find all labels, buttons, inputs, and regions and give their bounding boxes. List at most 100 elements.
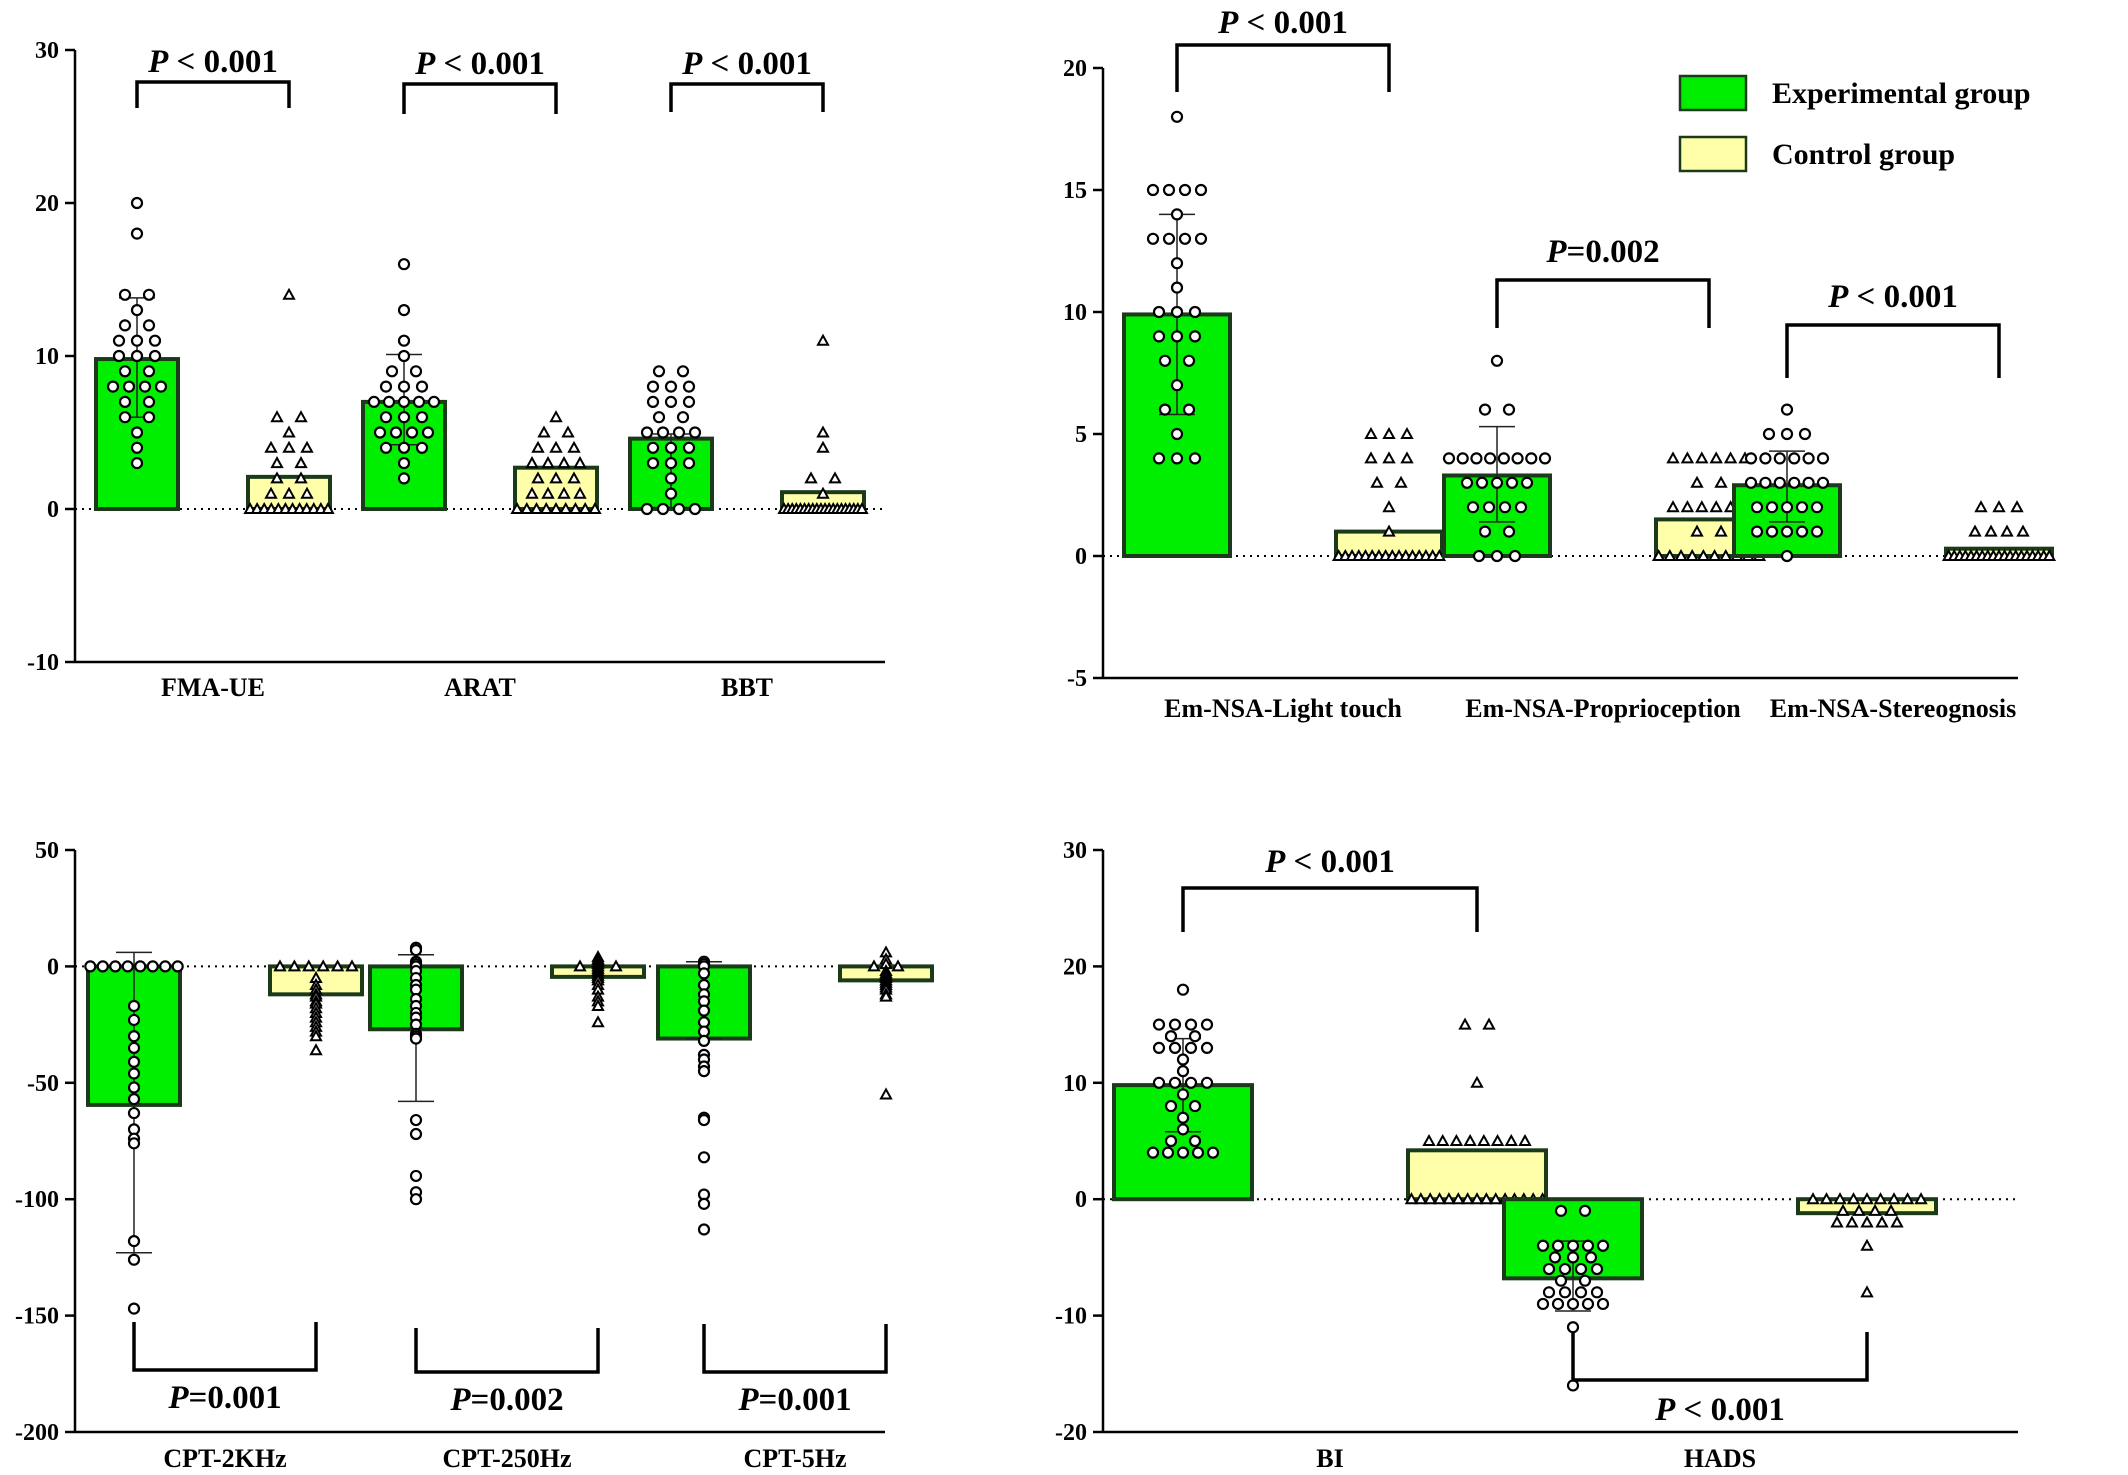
y-tick-label: 5 (1075, 422, 1087, 448)
data-point-experimental (1178, 183, 1192, 197)
data-point-experimental (130, 334, 144, 347)
data-point-experimental (1542, 1286, 1556, 1299)
data-point-experimental (138, 380, 152, 393)
data-point-control (309, 1029, 323, 1042)
data-point-control (1477, 1133, 1491, 1146)
data-point-experimental (405, 426, 419, 439)
data-point-experimental (652, 411, 666, 424)
data-point-experimental (373, 426, 387, 439)
data-point-control (2000, 524, 2014, 537)
data-point-experimental (385, 365, 399, 378)
data-point-experimental (118, 395, 132, 408)
data-point-control (588, 501, 602, 514)
data-point-experimental (84, 960, 97, 973)
data-point-experimental (409, 944, 423, 957)
data-point-experimental (409, 1113, 423, 1127)
data-point-control (1868, 1203, 1882, 1216)
data-point-control (1422, 1133, 1436, 1146)
data-point-control (1482, 1017, 1496, 1030)
category-label: CPT-250Hz (442, 1444, 571, 1473)
data-point-experimental (1146, 232, 1160, 245)
legend-label-experimental: Experimental group (1772, 77, 2031, 110)
data-point-control (1470, 1075, 1484, 1088)
data-point-control (1968, 524, 1982, 537)
data-point-control (1884, 1203, 1898, 1216)
data-point-control (529, 501, 544, 514)
p-value: =0.002 (1567, 234, 1660, 270)
data-point-control (539, 501, 553, 514)
p-value-label: P < 0.001 (414, 46, 545, 82)
data-point-control (300, 486, 314, 499)
data-point-control (1400, 426, 1414, 439)
data-point-control (567, 440, 581, 453)
data-point-experimental (122, 380, 136, 393)
data-point-control (1860, 1215, 1874, 1228)
data-point-control (309, 1043, 323, 1056)
data-point-experimental (1536, 1239, 1550, 1252)
data-point-control (541, 486, 555, 499)
data-point-experimental (382, 395, 396, 408)
p-symbol: P (167, 1380, 189, 1416)
significance-bracket (132, 1322, 318, 1372)
y-tick-label: 10 (1063, 1071, 1087, 1097)
significance-bracket (1181, 886, 1479, 932)
data-point-experimental (397, 472, 411, 485)
data-point-control (1479, 1192, 1494, 1205)
data-point-experimental (1170, 257, 1184, 270)
data-point-control (2016, 524, 2030, 537)
p-value-label: P < 0.001 (681, 46, 812, 82)
data-point-experimental (1182, 354, 1196, 367)
p-value: < 0.001 (702, 46, 812, 82)
p-symbol: P (1654, 1392, 1676, 1428)
bar-experimental (361, 399, 447, 511)
data-point-experimental (1514, 501, 1528, 514)
data-point-control (282, 287, 296, 300)
data-point-experimental (1152, 452, 1166, 465)
data-point-control (525, 456, 539, 469)
data-point-experimental (1170, 330, 1184, 343)
category-label: BBT (721, 673, 773, 702)
data-point-experimental (134, 960, 147, 973)
data-point-experimental (127, 1106, 141, 1120)
data-point-experimental (130, 457, 144, 470)
chart-panel-bottom-left: -200-150-100-50050CPT-2KHzP=0.001CPT-250… (15, 838, 934, 1473)
data-point-control (270, 456, 284, 469)
p-value: =0.002 (471, 1382, 564, 1418)
data-point-control (561, 425, 575, 438)
data-point-experimental (1188, 330, 1202, 343)
data-point-experimental (130, 227, 144, 240)
significance-bracket (1495, 278, 1711, 328)
data-point-control (282, 425, 296, 438)
p-symbol: P (681, 46, 703, 82)
data-point-experimental (656, 426, 670, 439)
data-point-control (1489, 1192, 1503, 1205)
data-point-experimental (1176, 1111, 1190, 1124)
data-point-control (1714, 475, 1728, 488)
y-tick-label: -10 (27, 650, 59, 676)
data-point-control (1887, 1192, 1901, 1205)
data-point-experimental (682, 380, 696, 393)
data-point-experimental (379, 380, 393, 393)
data-point-experimental (697, 1065, 711, 1078)
data-point-control (1719, 548, 1733, 561)
category-label: FMA-UE (161, 673, 265, 702)
p-value: =0.001 (189, 1380, 282, 1416)
data-point-control (578, 501, 592, 514)
data-point-control (1845, 1215, 1859, 1228)
data-point-experimental (1162, 183, 1176, 197)
data-point-control (264, 486, 278, 499)
p-symbol: P (414, 46, 436, 82)
y-tick-label: 0 (1075, 1187, 1087, 1213)
y-tick-label: -50 (27, 1071, 59, 1097)
data-point-control (1451, 1192, 1465, 1205)
category-label: ARAT (444, 673, 516, 702)
data-point-experimental (397, 349, 411, 363)
data-point-control (1852, 1203, 1866, 1216)
data-point-control (1518, 1133, 1532, 1146)
data-point-experimental (397, 395, 411, 408)
data-point-experimental (1472, 549, 1486, 563)
p-value-label: P < 0.001 (1264, 844, 1395, 880)
data-point-control (302, 959, 316, 972)
data-point-experimental (688, 502, 702, 516)
data-point-experimental (697, 1113, 711, 1127)
